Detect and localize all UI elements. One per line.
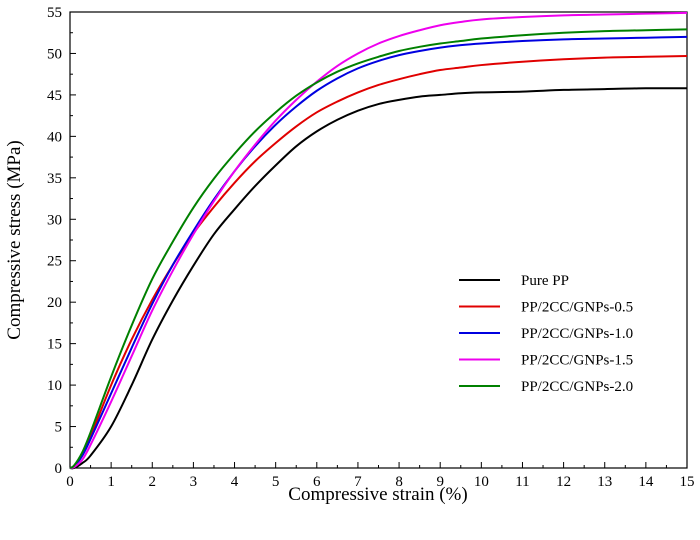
x-tick-label: 14 xyxy=(638,474,654,490)
x-tick-label: 11 xyxy=(515,474,529,490)
y-axis-title: Compressive stress (MPa) xyxy=(4,140,25,339)
y-tick-label: 30 xyxy=(47,212,62,228)
legend-label: PP/2CC/GNPs-0.5 xyxy=(521,300,633,316)
x-tick-label: 6 xyxy=(313,474,321,490)
x-tick-label: 15 xyxy=(680,474,695,490)
axis-tick-labels: 0 1 2 3 4 5 6 7 8 9 10 11 12 13 14 15051015202530354045… xyxy=(47,5,695,490)
series-line-2 xyxy=(69,54,688,469)
y-tick-label: 20 xyxy=(47,295,62,311)
x-tick-label: 0 xyxy=(66,474,74,490)
y-tick-label: 35 xyxy=(47,171,62,187)
x-tick-label: 3 xyxy=(190,474,198,490)
x-tick-label: 5 xyxy=(272,474,280,490)
series-line-4 xyxy=(69,11,688,470)
x-tick-label: 9 xyxy=(436,474,444,490)
x-tick-label: 12 xyxy=(556,474,571,490)
series-line-3 xyxy=(69,35,688,469)
y-tick-label: 15 xyxy=(47,337,62,353)
x-tick-label: 4 xyxy=(231,474,239,490)
series-line-1 xyxy=(69,87,688,470)
x-axis-title: Compressive strain (%) xyxy=(288,484,467,505)
y-tick-label: 25 xyxy=(47,254,62,270)
y-tick-label: 55 xyxy=(47,5,62,21)
legend: Pure PP PP/2CC/GNPs-0.5 PP/2CC/GNPs-1.0 PP/… xyxy=(459,273,633,395)
x-tick-label: 2 xyxy=(149,474,157,490)
y-tick-label: 5 xyxy=(55,420,63,436)
y-tick-label: 50 xyxy=(47,46,62,62)
data-lines xyxy=(69,11,688,470)
x-tick-label: 8 xyxy=(395,474,403,490)
legend-label: PP/2CC/GNPs-2.0 xyxy=(521,379,633,395)
legend-label: PP/2CC/GNPs-1.0 xyxy=(521,326,633,342)
x-tick-label: 7 xyxy=(354,474,362,490)
y-tick-label: 10 xyxy=(47,378,62,394)
plot-frame xyxy=(69,11,688,469)
x-tick-label: 10 xyxy=(474,474,489,490)
axis-ticks xyxy=(69,11,688,469)
x-tick-label: 13 xyxy=(597,474,612,490)
legend-label: PP/2CC/GNPs-1.5 xyxy=(521,353,633,369)
legend-label: Pure PP xyxy=(521,273,569,289)
x-tick-label: 1 xyxy=(107,474,115,490)
series-line-5 xyxy=(69,28,688,469)
y-tick-label: 0 xyxy=(55,461,63,477)
y-tick-label: 40 xyxy=(47,129,62,145)
y-tick-label: 45 xyxy=(47,88,62,104)
